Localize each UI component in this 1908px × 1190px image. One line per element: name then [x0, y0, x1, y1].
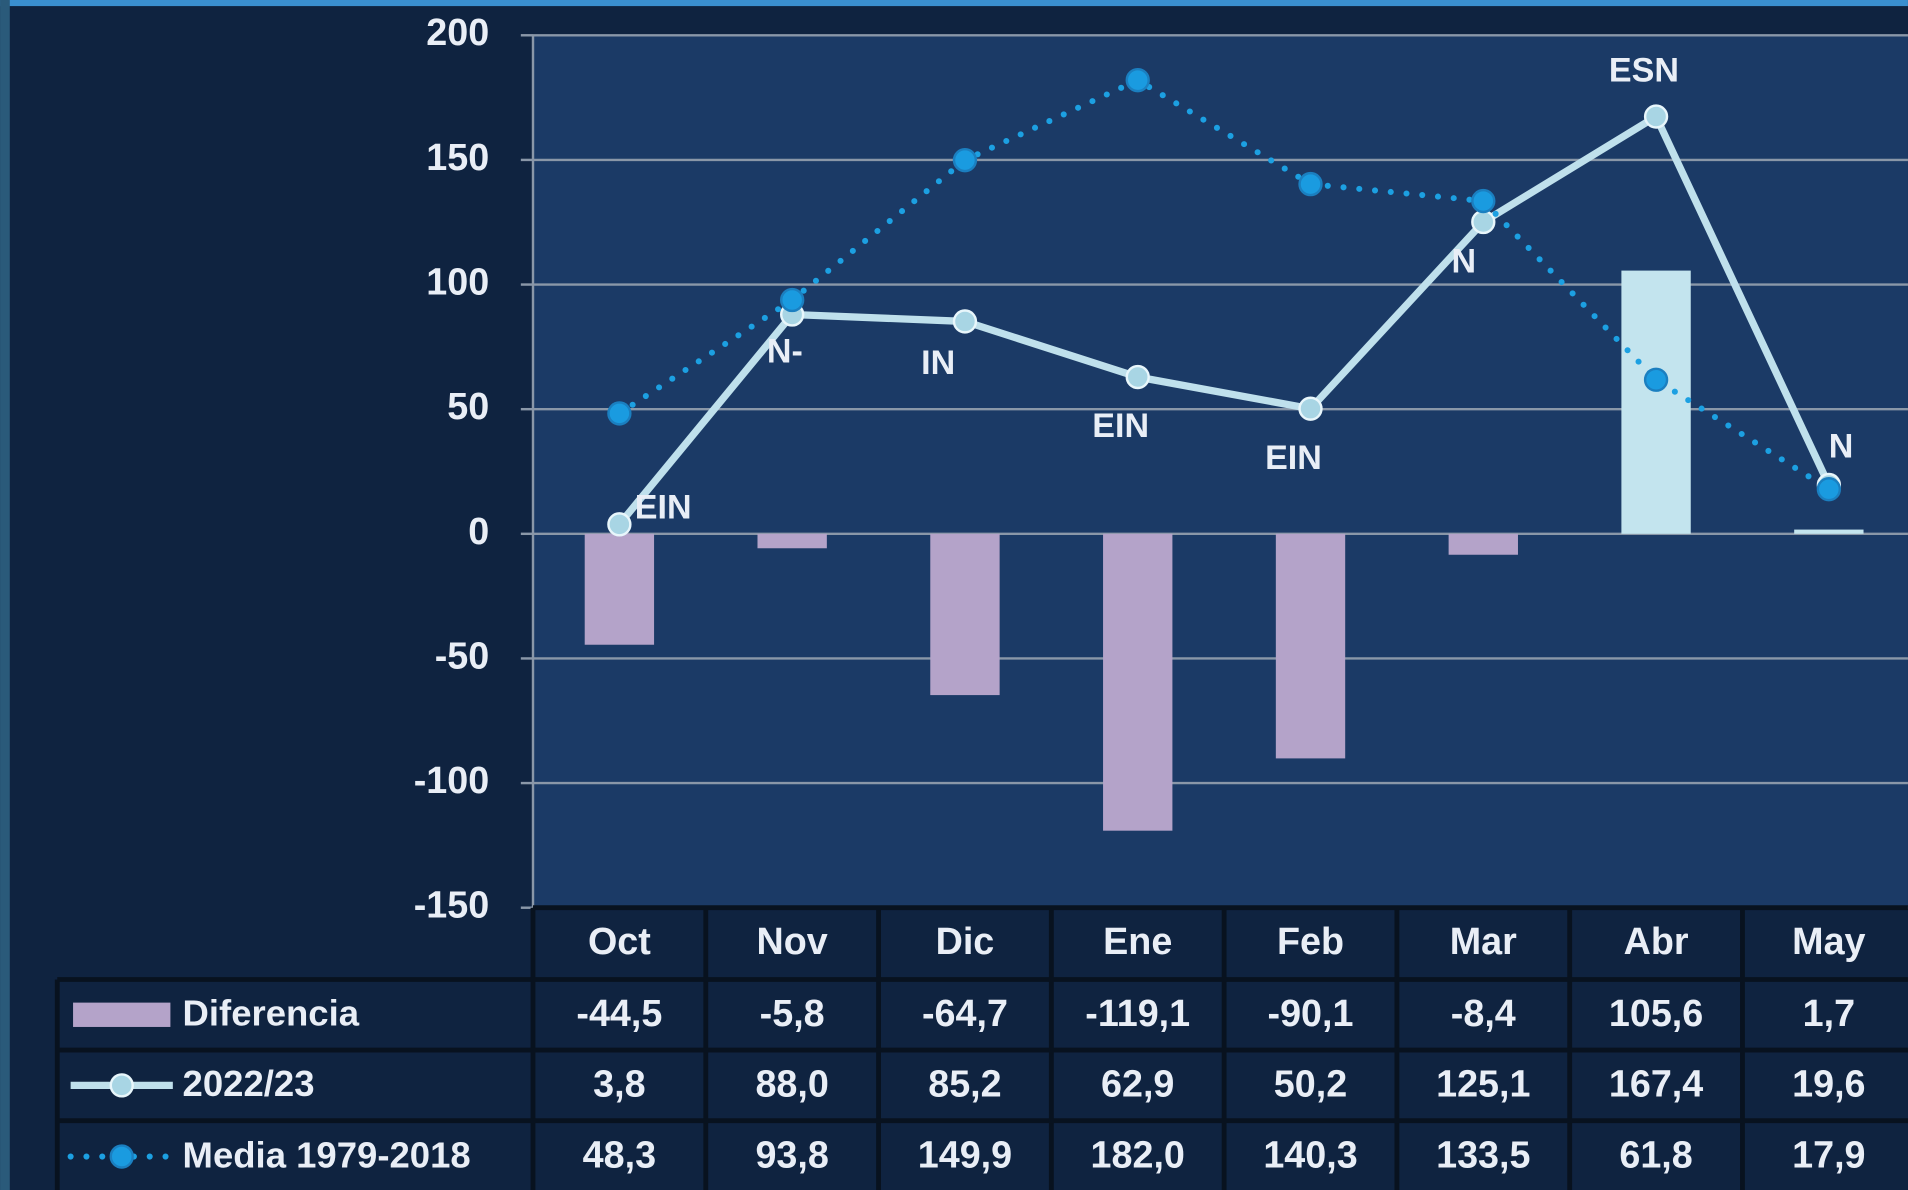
table-value: 61,8	[1619, 1134, 1692, 1176]
data-table: Oct Nov Dic Ene Feb Mar Abr May Diferencia -44,5 -…	[54, 905, 1908, 1190]
marker	[1125, 364, 1150, 390]
legend-label: Diferencia	[183, 993, 360, 1034]
table-value: 125,1	[1436, 1063, 1530, 1105]
marker	[952, 309, 978, 334]
marker	[1125, 67, 1150, 93]
y-tick-label: 0	[468, 510, 489, 552]
x-tick-label: Oct	[588, 920, 651, 962]
marker	[952, 147, 978, 173]
y-tick-label: -100	[414, 759, 489, 801]
marker	[1298, 171, 1323, 197]
marker	[607, 512, 632, 537]
table-value: 182,0	[1091, 1134, 1185, 1176]
dotted-line	[616, 77, 1832, 493]
bar	[1448, 533, 1518, 555]
table-value: 50,2	[1274, 1063, 1347, 1105]
bar	[930, 533, 1000, 696]
point-label: IN	[921, 344, 955, 382]
bar	[584, 533, 655, 645]
x-tick-label: May	[1792, 920, 1865, 962]
table-value: 149,9	[918, 1134, 1012, 1176]
marker	[1816, 477, 1842, 502]
x-tick-label: Ene	[1103, 920, 1172, 962]
point-label: EIN	[1092, 407, 1149, 445]
table-value: 133,5	[1436, 1134, 1530, 1176]
y-tick-label: -50	[435, 634, 490, 676]
marker	[1643, 367, 1669, 392]
table-value: 62,9	[1101, 1063, 1174, 1105]
y-tick-label: 200	[426, 11, 489, 53]
table-value: -8,4	[1451, 992, 1516, 1034]
marker	[607, 401, 632, 426]
table-value: 140,3	[1263, 1134, 1357, 1176]
line	[616, 112, 1833, 527]
table-value: 93,8	[755, 1134, 828, 1176]
marker	[780, 287, 805, 313]
x-tick-label: Abr	[1624, 920, 1689, 962]
x-tick-label: Dic	[936, 920, 995, 962]
table-value: -64,7	[922, 992, 1008, 1034]
table-value: 17,9	[1792, 1134, 1865, 1176]
bar	[1621, 270, 1691, 534]
bar	[757, 533, 827, 549]
bar	[1794, 529, 1864, 534]
y-tick-label: 50	[447, 385, 489, 427]
plot-area	[532, 35, 1908, 908]
table-value: 88,0	[755, 1063, 828, 1105]
table-value: 48,3	[583, 1134, 656, 1176]
point-label: EIN	[635, 489, 692, 527]
top-border	[0, 0, 1908, 7]
table-value: -119,1	[1085, 992, 1190, 1034]
bar	[1103, 533, 1173, 831]
marker	[1471, 209, 1496, 235]
marker	[1643, 104, 1669, 129]
legend-marker	[109, 1144, 134, 1169]
table-value: 105,6	[1609, 992, 1703, 1034]
table-value: -44,5	[576, 992, 662, 1034]
x-tick-label: Nov	[757, 920, 828, 962]
point-label: N	[1452, 242, 1477, 280]
legend-swatch	[73, 1002, 171, 1027]
table-value: 1,7	[1803, 992, 1855, 1034]
table-value: 167,4	[1609, 1063, 1703, 1105]
legend-marker	[109, 1073, 134, 1098]
x-tick-label: Mar	[1450, 920, 1517, 962]
legend-label: Media 1979-2018	[183, 1134, 471, 1175]
point-label: EIN	[1265, 439, 1322, 477]
point-label: N-	[767, 332, 803, 370]
marks: EIN N- IN EIN EIN N ESN N	[584, 52, 1864, 831]
point-label: N	[1829, 427, 1854, 465]
table-value: -90,1	[1268, 992, 1354, 1034]
bar	[1275, 533, 1346, 759]
table-bg	[57, 979, 1908, 1190]
y-tick-label: 100	[426, 261, 489, 303]
table-value: -5,8	[760, 992, 825, 1034]
marker	[1298, 396, 1323, 421]
table-value: 3,8	[593, 1063, 645, 1105]
y-tick-label: -150	[414, 884, 489, 926]
point-label: ESN	[1609, 52, 1679, 90]
y-tick-label: 150	[426, 136, 489, 178]
table-value: 19,6	[1792, 1063, 1865, 1105]
left-border	[0, 0, 10, 1190]
marker	[1471, 188, 1496, 214]
legend-label: 2022/23	[183, 1063, 315, 1104]
x-tick-label: Feb	[1277, 920, 1344, 962]
table-value: 85,2	[928, 1063, 1001, 1105]
